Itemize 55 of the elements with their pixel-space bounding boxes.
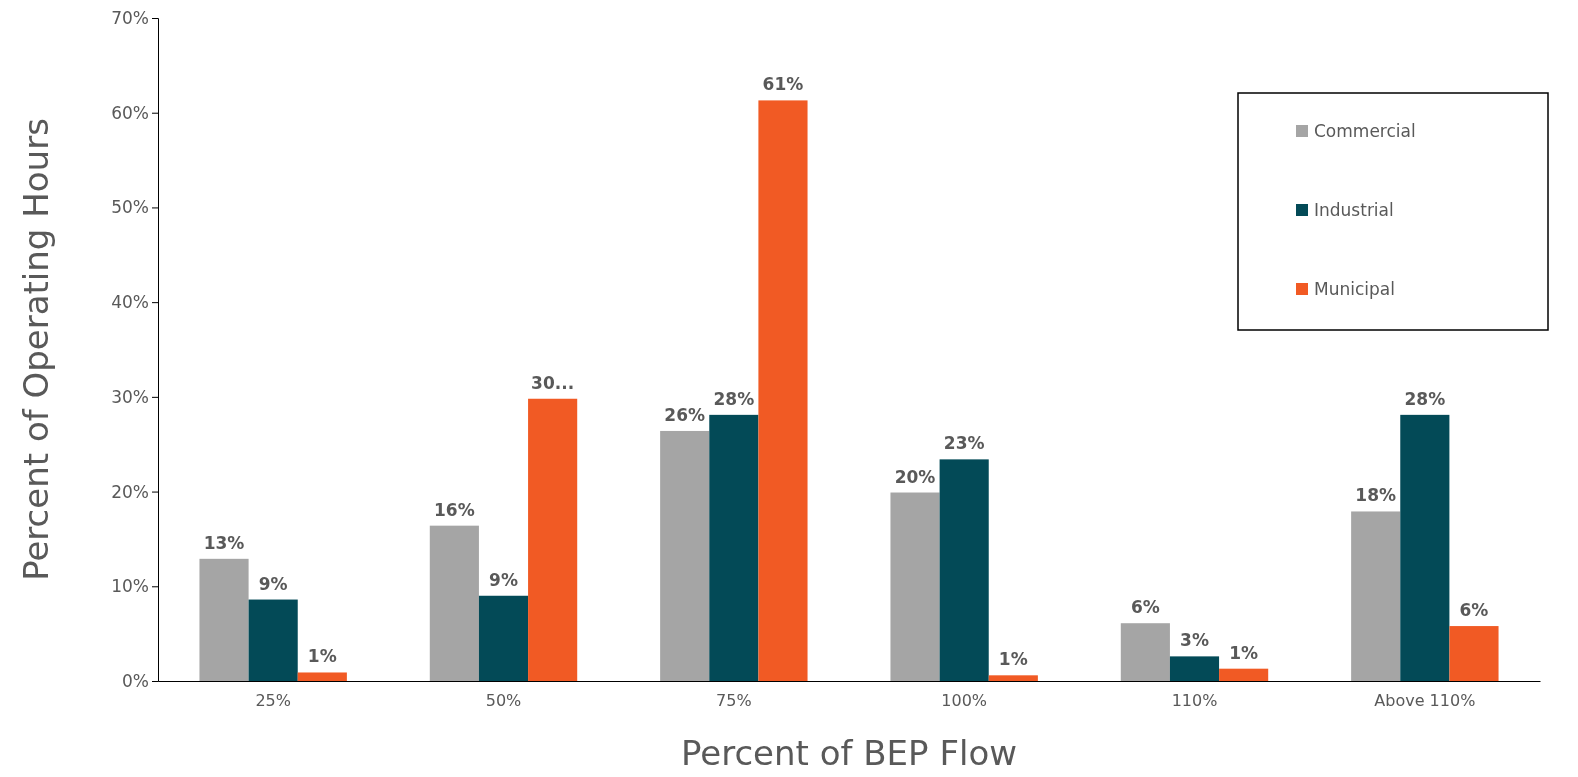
data-label: 1%	[1229, 642, 1259, 663]
x-tick-label: 100%	[941, 691, 988, 711]
data-label: 18%	[1355, 485, 1397, 506]
y-tick-label: 40%	[111, 292, 149, 313]
y-tick-label: 60%	[111, 102, 149, 123]
data-label: 9%	[258, 573, 288, 594]
y-tick-label: 10%	[111, 576, 149, 597]
bar	[890, 492, 940, 681]
y-tick-label: 70%	[111, 7, 149, 28]
data-label: 28%	[1404, 388, 1446, 409]
bar	[528, 398, 578, 681]
data-label: 61%	[762, 74, 804, 95]
legend-label: Municipal	[1314, 279, 1395, 299]
bar	[297, 672, 347, 681]
data-label: 23%	[943, 433, 985, 454]
bar	[758, 100, 808, 681]
x-axis-title: Percent of BEP Flow	[680, 733, 1018, 773]
data-label: 26%	[664, 404, 706, 425]
data-label: 6%	[1459, 600, 1489, 621]
bar	[248, 599, 298, 681]
data-label: 9%	[489, 569, 518, 590]
data-label: 28%	[713, 388, 755, 409]
data-label: 6%	[1130, 597, 1160, 618]
bar	[1169, 656, 1220, 681]
bar	[1400, 414, 1450, 681]
y-tick-label: 0%	[122, 670, 149, 691]
data-label: 1%	[998, 649, 1028, 670]
data-label: 30...	[531, 372, 575, 393]
y-tick-label: 20%	[111, 481, 149, 502]
y-tick-label: 50%	[111, 197, 149, 218]
bar	[478, 595, 529, 681]
legend-label: Industrial	[1314, 200, 1394, 220]
bar	[199, 558, 249, 681]
x-tick-label: 110%	[1171, 691, 1218, 711]
bar	[1351, 511, 1401, 681]
data-label: 3%	[1180, 630, 1209, 651]
data-label: 1%	[307, 646, 337, 667]
x-tick-label: 50%	[485, 691, 522, 711]
data-label: 20%	[894, 466, 936, 487]
bar	[988, 675, 1038, 681]
bar	[709, 414, 759, 681]
bar	[660, 430, 710, 681]
bar	[1219, 668, 1269, 681]
y-tick-label: 30%	[111, 386, 149, 407]
x-tick-label: 75%	[716, 691, 752, 711]
bar	[1120, 623, 1170, 681]
bar	[1449, 626, 1499, 681]
legend-label: Commercial	[1314, 121, 1416, 141]
bar	[939, 459, 989, 681]
data-label: 13%	[203, 532, 245, 553]
bar	[429, 525, 479, 681]
x-tick-label: Above 110%	[1374, 691, 1476, 711]
data-label: 16%	[434, 499, 475, 520]
y-axis-title: Percent of Operating Hours	[16, 118, 56, 581]
x-tick-label: 25%	[255, 691, 291, 711]
